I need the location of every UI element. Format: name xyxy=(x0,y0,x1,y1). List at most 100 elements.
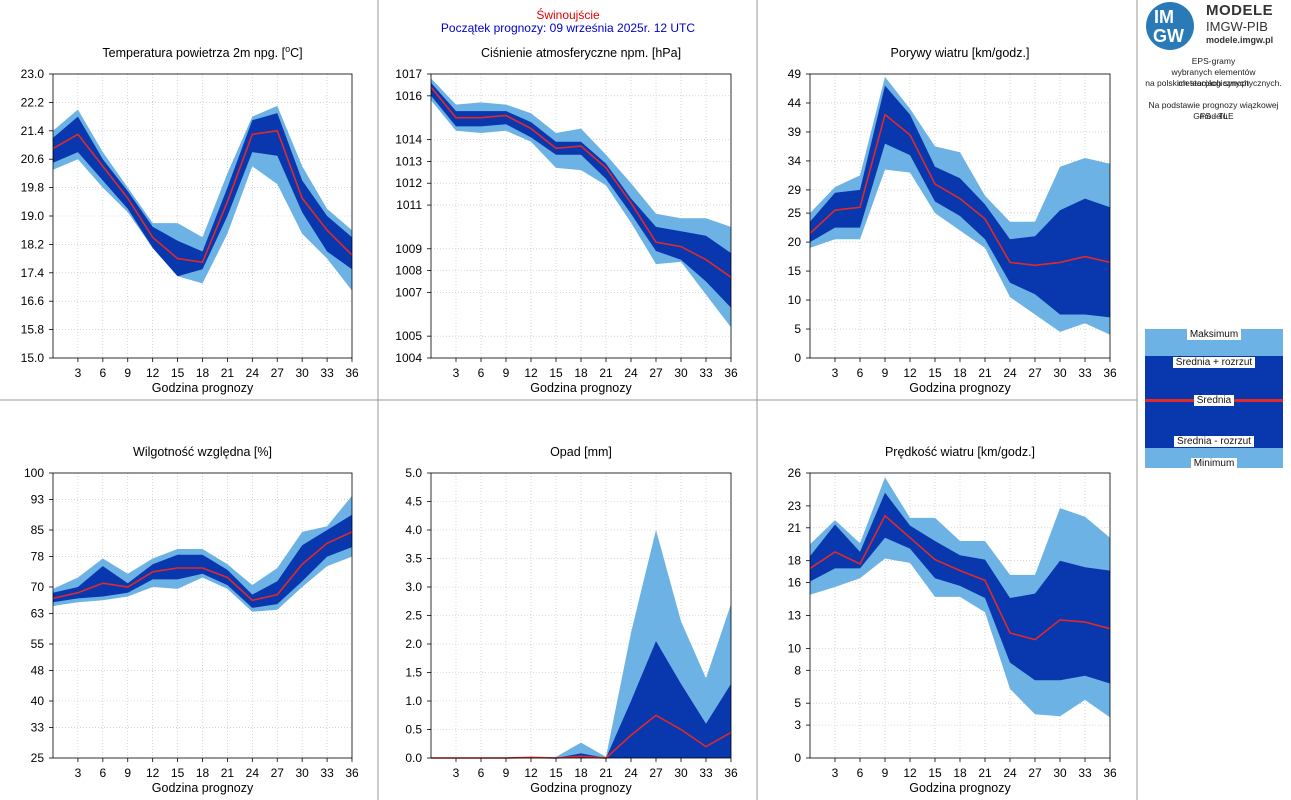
y-tick-label: 20 xyxy=(788,235,802,249)
description-line-4: Na podstawie prognozy wiązkowej modelu xyxy=(1148,100,1279,121)
y-tick-label: 33 xyxy=(31,721,45,735)
x-tick-label: 12 xyxy=(903,766,917,780)
x-tick-label: 24 xyxy=(624,766,638,780)
y-tick-label: 40 xyxy=(31,694,45,708)
x-tick-label: 15 xyxy=(549,766,563,780)
x-tick-label: 9 xyxy=(124,366,131,380)
x-tick-label: 21 xyxy=(978,766,992,780)
y-tick-label: 21.4 xyxy=(21,124,45,138)
x-axis-title: Godzina prognozy xyxy=(152,381,254,395)
x-tick-label: 3 xyxy=(453,366,460,380)
y-tick-label: 0 xyxy=(794,751,801,765)
y-tick-label: 2.5 xyxy=(405,609,422,623)
y-tick-label: 1.0 xyxy=(405,694,422,708)
panel-title: Wilgotność względna [%] xyxy=(133,445,272,459)
x-tick-label: 27 xyxy=(649,766,663,780)
x-tick-label: 18 xyxy=(574,366,588,380)
x-tick-label: 33 xyxy=(1078,766,1092,780)
y-tick-label: 55 xyxy=(31,637,45,651)
legend-label-mean-plus: Średnia + rozrzut xyxy=(1145,357,1283,369)
x-tick-label: 33 xyxy=(699,766,713,780)
y-tick-label: 1011 xyxy=(396,198,422,212)
x-tick-label: 27 xyxy=(1028,366,1042,380)
y-tick-label: 1017 xyxy=(395,67,422,81)
x-tick-label: 18 xyxy=(196,366,210,380)
x-tick-label: 24 xyxy=(1003,766,1017,780)
x-tick-label: 15 xyxy=(171,766,185,780)
x-tick-label: 15 xyxy=(928,366,942,380)
x-tick-label: 36 xyxy=(724,366,738,380)
x-tick-label: 21 xyxy=(221,366,235,380)
x-tick-label: 6 xyxy=(857,366,864,380)
imgw-logo-mark: IM GW xyxy=(1146,2,1194,50)
y-tick-label: 5 xyxy=(794,322,801,336)
y-tick-label: 4.0 xyxy=(405,523,422,537)
x-tick-label: 36 xyxy=(724,766,738,780)
logo-mark-bottom: GW xyxy=(1153,26,1184,46)
x-tick-label: 33 xyxy=(320,766,334,780)
chart-precipitation: 0.00.51.01.52.02.53.03.54.04.55.03 6 9 12 15… xyxy=(405,445,738,795)
x-tick-label: 18 xyxy=(953,366,967,380)
x-tick-label: 36 xyxy=(345,366,359,380)
y-tick-label: 85 xyxy=(31,523,45,537)
y-tick-label: 20.6 xyxy=(21,152,45,166)
y-tick-label: 26 xyxy=(788,466,802,480)
y-tick-label: 16 xyxy=(788,576,802,590)
y-tick-label: 1008 xyxy=(395,264,422,278)
chart-temperature: 15.0 15.8 16.6 17.4 18.2 19.0 19.8 20.6 21.4 22.2… xyxy=(21,44,359,395)
y-tick-label: 1004 xyxy=(395,351,422,365)
x-tick-label: 12 xyxy=(903,366,917,380)
band-mean-spread xyxy=(53,113,352,277)
charts-group: 15.0 15.8 16.6 17.4 18.2 19.0 19.8 20.6 21.4 22.2… xyxy=(21,44,1117,795)
y-tick-label: 78 xyxy=(31,550,45,564)
y-tick-label: 0.5 xyxy=(405,723,422,737)
panel-title: Porywy wiatru [km/godz.] xyxy=(891,46,1030,60)
panel-title: Ciśnienie atmosferyczne npm. [hPa] xyxy=(481,46,681,60)
y-tick-label: 19.8 xyxy=(21,181,45,195)
description-line-2: wybranych elementów meteorologicznych xyxy=(1171,67,1256,88)
x-tick-label: 3 xyxy=(832,366,839,380)
x-tick-label: 27 xyxy=(271,766,285,780)
x-tick-label: 9 xyxy=(503,766,510,780)
y-tick-label: 100 xyxy=(24,466,44,480)
mean-line xyxy=(430,86,732,278)
y-tick-label: 8 xyxy=(794,663,801,677)
y-tick-label: 5 xyxy=(794,696,801,710)
panel-title: Prędkość wiatru [km/godz.] xyxy=(885,445,1035,459)
y-tick-label: 13 xyxy=(788,609,802,623)
x-tick-label: 30 xyxy=(674,366,688,380)
x-tick-label: 3 xyxy=(75,366,82,380)
x-tick-label: 21 xyxy=(221,766,235,780)
y-tick-label: 15.0 xyxy=(21,351,45,365)
x-axis-title: Godzina prognozy xyxy=(909,381,1011,395)
y-tick-label: 16.6 xyxy=(21,294,45,308)
x-tick-label: 6 xyxy=(478,366,485,380)
x-tick-label: 18 xyxy=(953,766,967,780)
x-tick-label: 12 xyxy=(146,766,160,780)
x-tick-label: 15 xyxy=(549,366,563,380)
y-tick-label: 4.5 xyxy=(405,495,422,509)
x-tick-label: 9 xyxy=(882,766,889,780)
x-tick-label: 30 xyxy=(295,766,309,780)
x-tick-label: 6 xyxy=(478,766,485,780)
y-tick-label: 70 xyxy=(31,580,45,594)
x-tick-label: 36 xyxy=(1103,366,1117,380)
description-line-3: na polskich stacjach synoptycznych. xyxy=(1145,78,1282,88)
y-tick-label: 0 xyxy=(794,351,801,365)
y-tick-label: 3 xyxy=(794,718,801,732)
x-tick-label: 9 xyxy=(882,366,889,380)
y-tick-label: 1012 xyxy=(395,176,422,190)
y-tick-label: 25 xyxy=(31,751,45,765)
x-tick-label: 9 xyxy=(124,766,131,780)
legend-label-max: Maksimum xyxy=(1145,329,1283,341)
x-tick-label: 24 xyxy=(1003,366,1017,380)
logo-subtitle: IMGW-PIB xyxy=(1206,19,1268,34)
description-line-5: GFS - TLE xyxy=(1193,111,1234,121)
panel-title: Opad [mm] xyxy=(550,445,612,459)
y-tick-label: 10 xyxy=(788,641,802,655)
x-tick-label: 33 xyxy=(1078,366,1092,380)
station-name: Świnoujście xyxy=(536,8,600,22)
band-mean-spread xyxy=(810,85,1110,318)
y-tick-label: 5.0 xyxy=(405,466,422,480)
